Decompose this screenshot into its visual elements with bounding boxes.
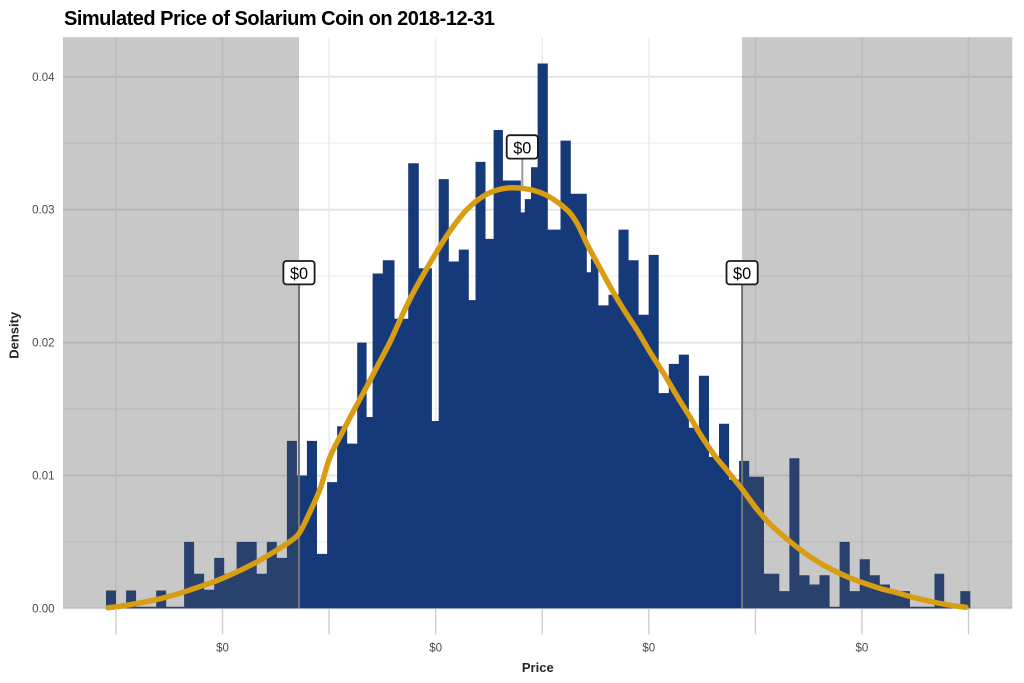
svg-text:Simulated Price of Solarium Co: Simulated Price of Solarium Coin on 2018… bbox=[64, 8, 495, 30]
svg-text:Price: Price bbox=[522, 660, 554, 675]
svg-text:0.01: 0.01 bbox=[32, 471, 54, 483]
svg-text:$0: $0 bbox=[513, 139, 531, 157]
svg-text:$0: $0 bbox=[216, 643, 229, 655]
svg-text:0.04: 0.04 bbox=[32, 72, 55, 84]
svg-text:$0: $0 bbox=[733, 265, 751, 283]
svg-text:$0: $0 bbox=[856, 643, 869, 655]
svg-text:0.02: 0.02 bbox=[32, 338, 54, 350]
svg-text:$0: $0 bbox=[290, 265, 308, 283]
svg-text:$0: $0 bbox=[642, 643, 655, 655]
svg-text:0.00: 0.00 bbox=[32, 603, 54, 615]
svg-text:Density: Density bbox=[6, 311, 21, 359]
svg-text:0.03: 0.03 bbox=[32, 205, 54, 217]
svg-text:$0: $0 bbox=[429, 643, 442, 655]
